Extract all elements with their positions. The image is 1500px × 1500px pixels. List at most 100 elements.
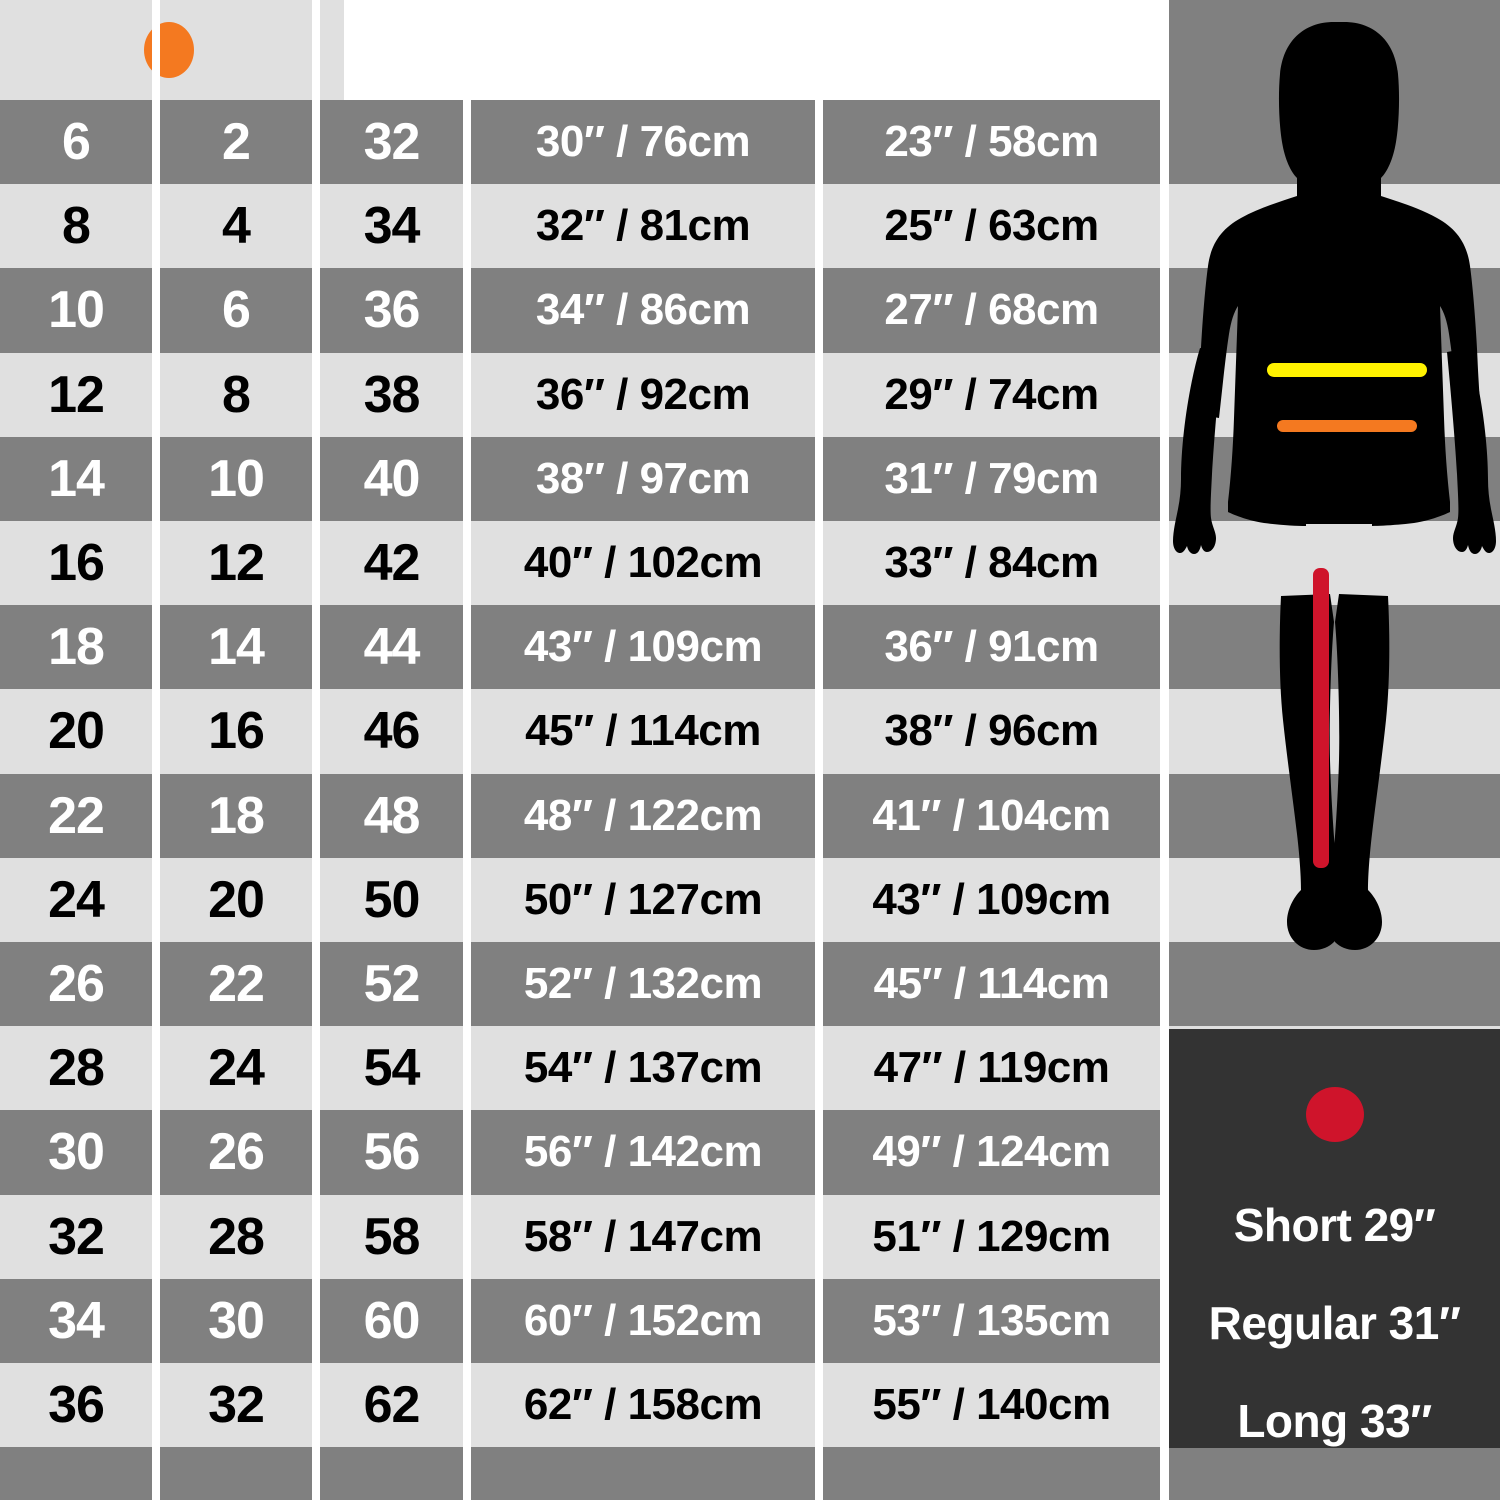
cell-waist: 25″ / 63cm (823, 184, 1160, 269)
cell-bust: 58″ / 147cm (471, 1194, 815, 1279)
cell-eu: 52 (320, 942, 463, 1027)
cell-bust: 32″ / 81cm (471, 184, 815, 269)
cell-eu: 56 (320, 1110, 463, 1195)
cell-eu: 62 (320, 1363, 463, 1448)
cell-bust: 48″ / 122cm (471, 773, 815, 858)
cell-bust: 43″ / 109cm (471, 605, 815, 690)
cell-us: 32 (160, 1363, 312, 1448)
header-cell-waist (0, 0, 337, 100)
cell-uk: 28 (0, 1026, 152, 1111)
cell-waist: 27″ / 68cm (823, 268, 1160, 353)
cell-uk: 34 (0, 1278, 152, 1363)
column-gap-3 (463, 0, 471, 1500)
cell-uk: 12 (0, 352, 152, 437)
cell-eu: 50 (320, 857, 463, 942)
cell-us: 10 (160, 436, 312, 521)
column-gap-5 (1160, 0, 1169, 1500)
red-dot-icon (1305, 1087, 1364, 1142)
cell-waist: 29″ / 74cm (823, 352, 1160, 437)
silhouette-panel (1169, 0, 1500, 1029)
cell-waist: 41″ / 104cm (823, 773, 1160, 858)
cell-eu: 40 (320, 436, 463, 521)
cell-uk: 30 (0, 1110, 152, 1195)
cell-waist: 51″ / 129cm (823, 1194, 1160, 1279)
cell-bust: 60″ / 152cm (471, 1278, 815, 1363)
cell-uk: 14 (0, 436, 152, 521)
inseam-legend-panel: Short 29″ Regular 31″ Long 33″ (1169, 1029, 1500, 1448)
cell-bust: 30″ / 76cm (471, 100, 815, 185)
cell-eu: 46 (320, 689, 463, 774)
cell-eu: 54 (320, 1026, 463, 1111)
cell-waist: 31″ / 79cm (823, 436, 1160, 521)
cell-bust: 45″ / 114cm (471, 689, 815, 774)
cell-uk: 18 (0, 605, 152, 690)
cell-us: 22 (160, 942, 312, 1027)
cell-waist: 47″ / 119cm (823, 1026, 1160, 1111)
cell-waist: 45″ / 114cm (823, 942, 1160, 1027)
cell-bust: 54″ / 137cm (471, 1026, 815, 1111)
cell-eu: 42 (320, 521, 463, 606)
cell-uk: 24 (0, 857, 152, 942)
cell-waist: 38″ / 96cm (823, 689, 1160, 774)
cell-bust: 56″ / 142cm (471, 1110, 815, 1195)
cell-eu: 38 (320, 352, 463, 437)
cell-uk: 6 (0, 100, 152, 185)
cell-uk: 8 (0, 184, 152, 269)
bust-measure-line (1267, 363, 1427, 377)
silhouette-bg-stripe (1169, 605, 1500, 690)
cell-bust: 40″ / 102cm (471, 521, 815, 606)
female-body-silhouette (1173, 22, 1496, 950)
cell-eu: 44 (320, 605, 463, 690)
cell-us: 16 (160, 689, 312, 774)
cell-bust: 38″ / 97cm (471, 436, 815, 521)
cell-waist: 43″ / 109cm (823, 857, 1160, 942)
footer-strip-right (1169, 1448, 1500, 1500)
cell-waist: 55″ / 140cm (823, 1363, 1160, 1448)
cell-us: 28 (160, 1194, 312, 1279)
column-gap-4 (815, 0, 823, 1500)
cell-us: 26 (160, 1110, 312, 1195)
cell-uk: 22 (0, 773, 152, 858)
cell-waist: 49″ / 124cm (823, 1110, 1160, 1195)
cell-uk: 26 (0, 942, 152, 1027)
cell-us: 14 (160, 605, 312, 690)
cell-eu: 36 (320, 268, 463, 353)
inseam-regular-label: Regular 31″ (1208, 1297, 1461, 1349)
cell-uk: 32 (0, 1194, 152, 1279)
cell-bust: 52″ / 132cm (471, 942, 815, 1027)
cell-bust: 34″ / 86cm (471, 268, 815, 353)
cell-eu: 34 (320, 184, 463, 269)
cell-bust: 62″ / 158cm (471, 1363, 815, 1448)
cell-us: 2 (160, 100, 312, 185)
cell-uk: 36 (0, 1363, 152, 1448)
inseam-long-label: Long 33″ (1237, 1395, 1432, 1447)
cell-uk: 10 (0, 268, 152, 353)
cell-waist: 23″ / 58cm (823, 100, 1160, 185)
cell-uk: 16 (0, 521, 152, 606)
cell-us: 6 (160, 268, 312, 353)
cell-eu: 32 (320, 100, 463, 185)
column-gap-2 (312, 0, 320, 1500)
cell-bust: 50″ / 127cm (471, 857, 815, 942)
cell-eu: 60 (320, 1278, 463, 1363)
cell-us: 12 (160, 521, 312, 606)
waist-measure-line (1277, 420, 1417, 432)
silhouette-bg-stripe (1169, 942, 1500, 1027)
cell-us: 8 (160, 352, 312, 437)
cell-us: 30 (160, 1278, 312, 1363)
cell-waist: 53″ / 135cm (823, 1278, 1160, 1363)
cell-bust: 36″ / 92cm (471, 352, 815, 437)
orange-dot-icon (143, 22, 194, 78)
cell-us: 4 (160, 184, 312, 269)
cell-waist: 36″ / 91cm (823, 605, 1160, 690)
cell-us: 20 (160, 857, 312, 942)
cell-waist: 33″ / 84cm (823, 521, 1160, 606)
inseam-measure-line (1313, 568, 1329, 868)
cell-us: 24 (160, 1026, 312, 1111)
inseam-short-label: Short 29″ (1233, 1199, 1436, 1251)
cell-eu: 58 (320, 1194, 463, 1279)
cell-eu: 48 (320, 773, 463, 858)
footer-strip-left (0, 1448, 1160, 1500)
cell-uk: 20 (0, 689, 152, 774)
